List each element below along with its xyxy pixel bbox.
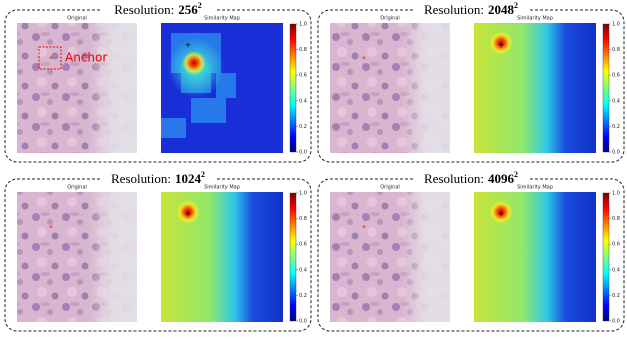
blank-region — [17, 23, 137, 153]
map-title: Similarity Map — [204, 16, 240, 22]
colorbar-tick-label: 0.0 — [299, 319, 307, 325]
panel: Resolution: 2562 Original * Anchor Similarity… — [4, 1, 312, 163]
title-background — [413, 3, 529, 17]
title-prefix: Resolution: — [424, 2, 484, 17]
map-region — [161, 118, 186, 138]
title-exponent: 2 — [198, 1, 202, 10]
panel-title: Resolution: 2562 — [114, 1, 201, 17]
anchor-marker: * — [362, 55, 366, 63]
map-marker: + — [185, 210, 192, 219]
map-hotspot — [176, 200, 200, 224]
colorbar-tick-label: 0.8 — [299, 216, 307, 222]
colorbar-tick-label: 0.2 — [612, 124, 620, 130]
map-hotspot — [182, 51, 206, 75]
blank-region — [17, 192, 137, 322]
title-prefix: Resolution: — [114, 2, 174, 17]
colorbar-tick-label: 0.4 — [299, 98, 307, 104]
original-label: Original — [67, 16, 87, 22]
colorbar-tick-label: 0.2 — [299, 124, 307, 130]
colorbar — [602, 192, 610, 322]
blank-region — [330, 23, 450, 153]
colorbar-tick-label: 1.0 — [612, 191, 620, 197]
title-base: 1024 — [175, 171, 202, 186]
map-marker: + — [185, 41, 192, 50]
colorbar-tick-label: 0.4 — [612, 98, 620, 104]
title-background — [100, 172, 216, 186]
map-title: Similarity Map — [204, 185, 240, 191]
map-hotspot — [489, 31, 513, 55]
anchor-label: Anchor — [65, 51, 107, 65]
colorbar — [289, 23, 297, 153]
anchor-marker: * — [49, 224, 53, 232]
map-hotspot — [489, 200, 513, 224]
title-exponent: 2 — [514, 170, 518, 179]
anchor-box — [38, 46, 62, 70]
colorbar-tick-label: 0.6 — [299, 242, 307, 248]
colorbar — [289, 192, 297, 322]
colorbar-tick-label: 0.0 — [612, 150, 620, 156]
panel: Resolution: 10242 Original * Similarity Map +… — [4, 170, 312, 332]
anchor-marker: * — [49, 55, 53, 63]
colorbar-tick-label: 0.2 — [299, 293, 307, 299]
colorbar-tick-label: 0.8 — [612, 47, 620, 53]
title-base: 256 — [178, 2, 198, 17]
colorbar-tick-label: 0.4 — [612, 267, 620, 273]
colorbar-tick-label: 1.0 — [612, 22, 620, 28]
title-exponent: 2 — [201, 170, 205, 179]
blank-region — [330, 192, 450, 322]
original-label: Original — [380, 16, 400, 22]
title-prefix: Resolution: — [424, 171, 484, 186]
colorbar-tick-label: 1.0 — [299, 191, 307, 197]
title-exponent: 2 — [514, 1, 518, 10]
original-label: Original — [67, 185, 87, 191]
panel-title: Resolution: 40962 — [424, 170, 518, 186]
colorbar-tick-label: 0.2 — [612, 293, 620, 299]
title-base: 4096 — [488, 171, 515, 186]
anchor-marker: * — [362, 224, 366, 232]
colorbar-tick-label: 0.0 — [299, 150, 307, 156]
colorbar — [602, 23, 610, 153]
colorbar-tick-label: 0.6 — [612, 242, 620, 248]
colorbar-tick-label: 0.0 — [612, 319, 620, 325]
map-title: Similarity Map — [517, 16, 553, 22]
panel: Resolution: 20482 Original * Similarity Map +… — [317, 1, 625, 163]
colorbar-tick-label: 0.8 — [612, 216, 620, 222]
colorbar-tick-label: 0.8 — [299, 47, 307, 53]
colorbar-tick-label: 0.4 — [299, 267, 307, 273]
panel-title: Resolution: 10242 — [111, 170, 205, 186]
map-region — [191, 98, 226, 123]
title-prefix: Resolution: — [111, 171, 171, 186]
original-label: Original — [380, 185, 400, 191]
panel-title: Resolution: 20482 — [424, 1, 518, 17]
map-marker: + — [498, 41, 505, 50]
panel: Resolution: 40962 Original * Similarity Map +… — [317, 170, 625, 332]
colorbar-tick-label: 0.6 — [612, 73, 620, 79]
title-base: 2048 — [488, 2, 515, 17]
title-background — [413, 172, 529, 186]
title-background — [100, 3, 216, 17]
map-marker: + — [498, 210, 505, 219]
map-title: Similarity Map — [517, 185, 553, 191]
colorbar-tick-label: 0.6 — [299, 73, 307, 79]
colorbar-tick-label: 1.0 — [299, 22, 307, 28]
